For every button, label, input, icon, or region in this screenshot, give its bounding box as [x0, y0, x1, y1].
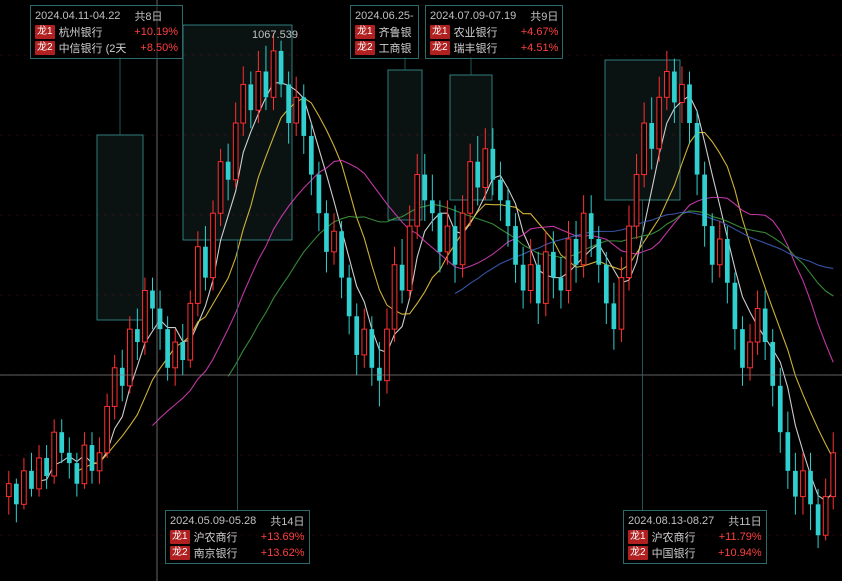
date-range: 2024.06.25-: [355, 10, 414, 22]
pct-change: +4.67%: [511, 26, 559, 38]
rank-tag: 龙1: [628, 530, 648, 544]
rank-tag: 龙2: [628, 546, 648, 560]
stock-row: 龙2 南京银行 +13.62%: [170, 545, 305, 561]
rank-tag: 龙1: [355, 25, 375, 39]
stock-row: 龙1 农业银行 +4.67%: [430, 24, 558, 40]
day-count: 共8日: [134, 8, 162, 24]
info-box-4: 2024.08.13-08.27 共11日龙1 沪农商行 +11.79% 龙2 中国银行 +…: [623, 510, 767, 564]
info-box-1: 2024.06.25- 龙1 齐鲁银龙2 工商银: [350, 5, 419, 59]
day-count: 共9日: [530, 8, 558, 24]
stock-name: 沪农商行: [652, 529, 696, 545]
info-box-3: 2024.05.09-05.28 共14日龙1 沪农商行 +13.69% 龙2 南京银行 +…: [165, 510, 310, 564]
pct-change: +10.94%: [708, 547, 762, 559]
chart-canvas: [0, 0, 842, 581]
stock-name: 工商银: [379, 40, 412, 56]
pct-change: +13.69%: [251, 531, 305, 543]
stock-row: 龙1 沪农商行 +13.69%: [170, 529, 305, 545]
day-count: 共11日: [728, 513, 761, 529]
rank-tag: 龙1: [35, 25, 55, 39]
price-label: 1067.539: [252, 29, 298, 41]
stock-name: 齐鲁银: [379, 24, 412, 40]
rank-tag: 龙1: [430, 25, 450, 39]
day-count: 共14日: [270, 513, 304, 529]
stock-name: 杭州银行: [59, 24, 103, 40]
stock-chart[interactable]: 2024.04.11-04.22 共8日龙1 杭州银行 +10.19% 龙2 中信银行 (…: [0, 0, 842, 581]
stock-row: 龙1 杭州银行 +10.19%: [35, 24, 178, 40]
date-range: 2024.07.09-07.19: [430, 10, 516, 22]
stock-name: 中国银行: [652, 545, 696, 561]
stock-row: 龙2 瑞丰银行 +4.51%: [430, 40, 558, 56]
rank-tag: 龙2: [35, 41, 55, 55]
info-box-2: 2024.07.09-07.19 共9日龙1 农业银行 +4.67% 龙2 瑞丰银行 +4.…: [425, 5, 563, 59]
rank-tag: 龙2: [355, 41, 375, 55]
stock-row: 龙2 中信银行 (2天+8.50%: [35, 40, 178, 56]
pct-change: +4.51%: [511, 42, 559, 54]
pct-change: +11.79%: [709, 531, 762, 543]
pct-change: +8.50%: [130, 42, 178, 54]
stock-name: 沪农商行: [194, 529, 238, 545]
stock-name: 南京银行: [194, 545, 238, 561]
date-range: 2024.04.11-04.22: [35, 10, 120, 22]
stock-row: 龙2 中国银行 +10.94%: [628, 545, 762, 561]
stock-name: 中信银行 (2天: [59, 40, 127, 56]
stock-name: 农业银行: [454, 24, 498, 40]
stock-row: 龙2 工商银: [355, 40, 414, 56]
date-range: 2024.08.13-08.27: [628, 515, 714, 527]
stock-row: 龙1 齐鲁银: [355, 24, 414, 40]
rank-tag: 龙2: [430, 41, 450, 55]
rank-tag: 龙2: [170, 546, 190, 560]
stock-name: 瑞丰银行: [454, 40, 498, 56]
pct-change: +10.19%: [124, 26, 178, 38]
rank-tag: 龙1: [170, 530, 190, 544]
pct-change: +13.62%: [251, 547, 305, 559]
date-range: 2024.05.09-05.28: [170, 515, 256, 527]
info-box-0: 2024.04.11-04.22 共8日龙1 杭州银行 +10.19% 龙2 中信银行 (…: [30, 5, 183, 59]
stock-row: 龙1 沪农商行 +11.79%: [628, 529, 762, 545]
